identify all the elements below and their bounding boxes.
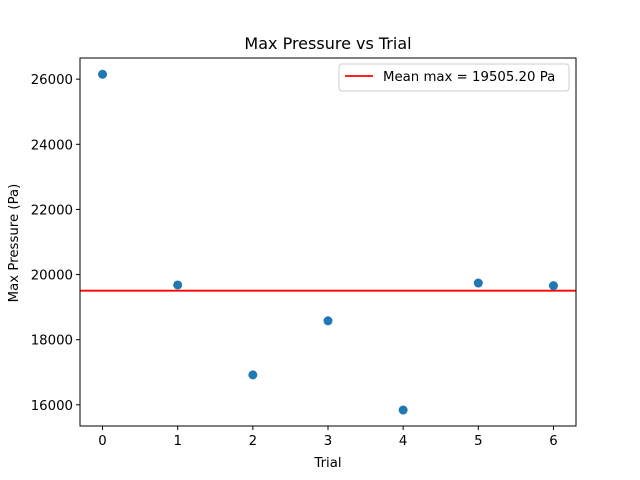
x-tick-label: 1 <box>173 434 181 449</box>
scatter-point <box>548 281 558 291</box>
y-tick-label: 18000 <box>31 334 73 349</box>
legend-mean-label: Mean max = 19505.20 Pa <box>383 70 555 85</box>
scatter-point <box>173 280 183 290</box>
y-tick-label: 16000 <box>31 399 73 414</box>
plot-area <box>80 69 576 415</box>
y-tick-label: 26000 <box>31 73 73 88</box>
y-tick-label: 24000 <box>31 138 73 153</box>
scatter-point <box>323 316 333 326</box>
scatter-point <box>398 405 408 415</box>
x-tick-label: 0 <box>98 434 106 449</box>
scatter-point <box>248 370 258 380</box>
x-tick-label: 4 <box>399 434 407 449</box>
y-axis-label: Max Pressure (Pa) <box>7 184 22 303</box>
scatter-point <box>473 278 483 288</box>
x-axis: 0 1 2 3 4 5 6 <box>98 426 558 449</box>
chart-title: Max Pressure vs Trial <box>244 34 411 53</box>
x-tick-label: 6 <box>549 434 557 449</box>
x-axis-label: Trial <box>313 456 341 471</box>
x-tick-label: 5 <box>474 434 482 449</box>
legend: Mean max = 19505.20 Pa <box>338 63 570 92</box>
legend-box <box>338 63 570 92</box>
x-tick-label: 3 <box>324 434 332 449</box>
x-tick-label: 2 <box>249 434 257 449</box>
y-axis: 16000 18000 20000 22000 24000 26000 <box>31 73 80 414</box>
y-tick-label: 20000 <box>31 269 73 284</box>
scatter-point <box>98 69 108 79</box>
y-tick-label: 22000 <box>31 203 73 218</box>
